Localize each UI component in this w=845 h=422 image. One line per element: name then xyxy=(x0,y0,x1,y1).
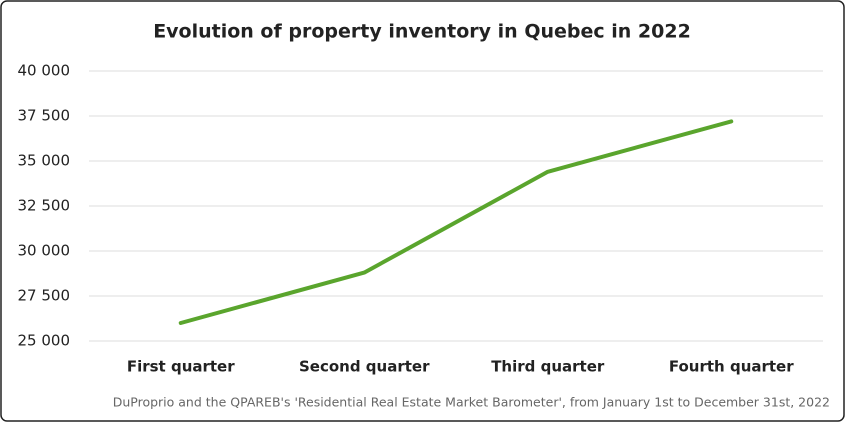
y-tick-label: 35 000 xyxy=(18,152,71,170)
source-note: DuProprio and the QPAREB's 'Residential … xyxy=(113,395,830,410)
y-tick-label: 32 500 xyxy=(18,197,71,215)
y-tick-label: 25 000 xyxy=(18,332,71,350)
chart-title: Evolution of property inventory in Quebe… xyxy=(153,21,691,43)
x-tick-label: Second quarter xyxy=(299,358,430,376)
x-tick-label: Fourth quarter xyxy=(669,358,794,376)
x-tick-label: First quarter xyxy=(127,358,235,376)
y-tick-label: 40 000 xyxy=(18,62,71,80)
x-tick-label: Third quarter xyxy=(491,358,605,376)
y-tick-label: 37 500 xyxy=(18,107,71,125)
data-line xyxy=(178,119,734,325)
y-tick-label: 27 500 xyxy=(18,287,71,305)
y-tick-label: 30 000 xyxy=(18,242,71,260)
